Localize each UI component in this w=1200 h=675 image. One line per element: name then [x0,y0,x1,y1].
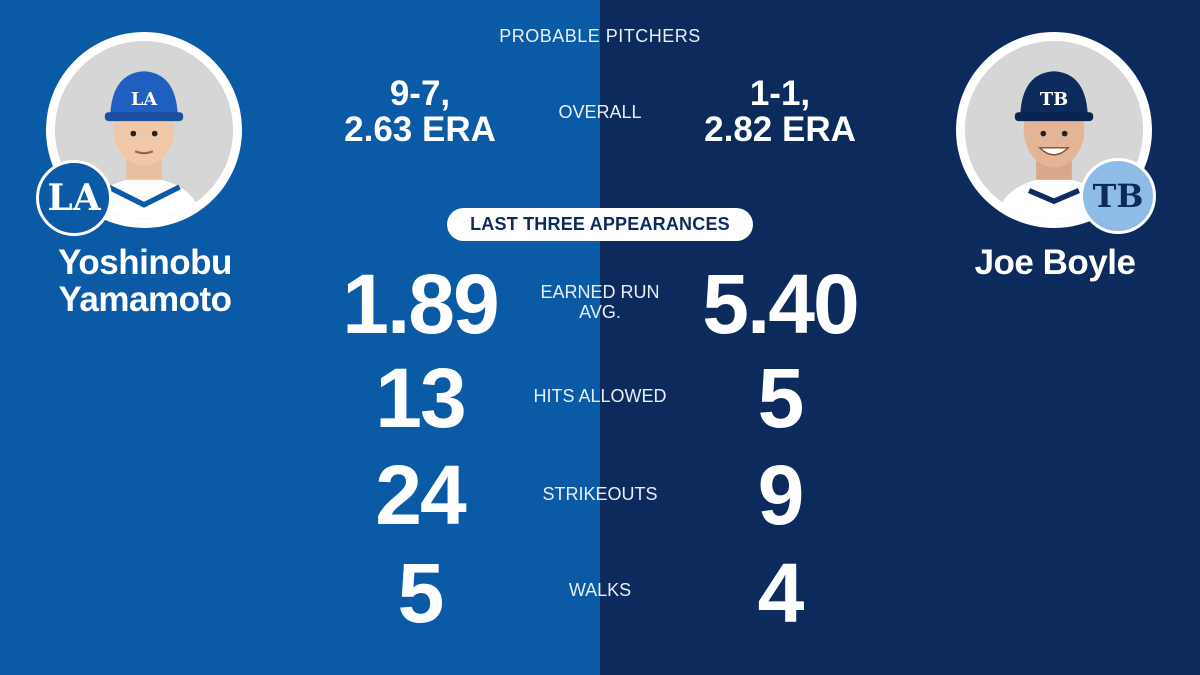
overall-record-left: 9-7, 2.63 ERA [310,76,530,148]
overall-record-right-line2: 2.82 ERA [704,110,856,149]
player-name-left-line1: Yoshinobu [58,243,232,282]
stat-strikeouts-left: 24 [375,448,466,542]
header-title: PROBABLE PITCHERS [499,26,701,46]
stat-hits-right: 5 [757,351,805,445]
stat-era-right: 5.40 [702,257,860,351]
player-photo-left: LA [55,41,233,219]
svg-text:TB: TB [1040,89,1068,110]
section-pill-last-three: LAST THREE APPEARANCES [447,208,753,241]
stat-walks-right: 4 [757,546,805,640]
overall-record-left-line1: 9-7, [389,74,451,113]
overall-record-right: 1-1, 2.82 ERA [670,76,890,148]
player-name-right: Joe Boyle [974,243,1136,282]
rays-logo-icon: TB [1080,158,1156,234]
stat-era-left: 1.89 [342,257,500,351]
svg-text:LA: LA [131,89,158,110]
stat-walks-label: WALKS [568,580,632,600]
stat-era-label-line2: AVG. [579,302,621,322]
stat-era-label: EARNED RUN AVG. [500,282,700,322]
player-name-left-line2: Yamamoto [58,280,233,319]
overall-record-left-line2: 2.63 ERA [344,110,496,149]
overall-label: OVERALL [558,102,642,122]
stat-walks-left: 5 [397,546,445,640]
player-portrait-left: LA [46,32,242,228]
overall-record-right-line1: 1-1, [749,74,811,113]
dodgers-logo-icon: LA [36,160,112,236]
player-name-left: Yoshinobu Yamamoto [20,244,270,318]
stat-strikeouts-right: 9 [757,448,805,542]
stat-strikeouts-label: STRIKEOUTS [542,484,658,504]
stat-hits-label: HITS ALLOWED [533,386,667,406]
stat-era-label-line1: EARNED RUN [540,282,660,302]
stat-hits-left: 13 [375,351,466,445]
